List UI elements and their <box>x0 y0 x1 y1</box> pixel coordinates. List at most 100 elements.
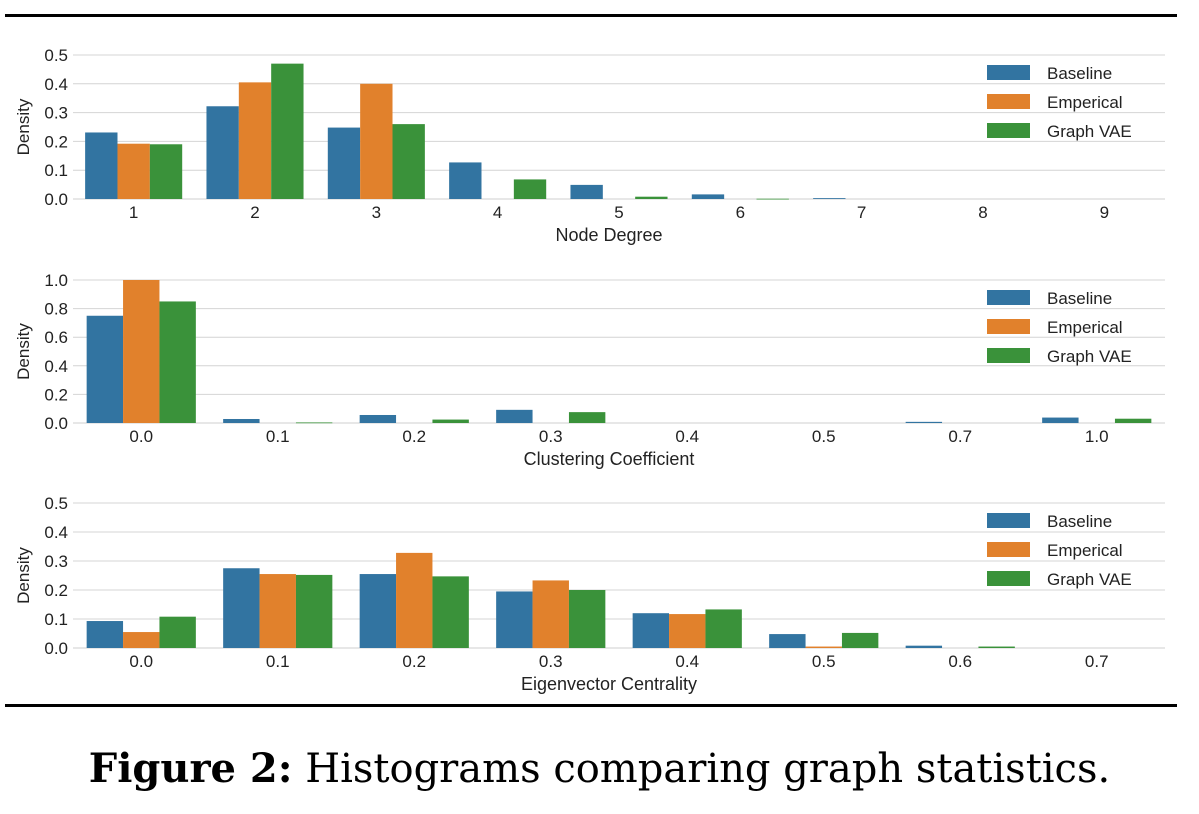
bar <box>396 552 433 648</box>
bar <box>223 418 260 423</box>
x-tick-label: 0.0 <box>129 427 153 446</box>
legend-label: Emperical <box>1047 318 1123 337</box>
x-tick-label: 3 <box>372 203 381 222</box>
bar <box>259 574 296 648</box>
legend-swatch <box>987 571 1030 586</box>
bar <box>432 576 469 648</box>
legend-label: Emperical <box>1047 93 1123 112</box>
x-tick-label: 2 <box>250 203 259 222</box>
y-axis-label: Density <box>14 323 33 380</box>
bar <box>841 632 879 648</box>
bar <box>86 315 124 423</box>
x-tick-label: 8 <box>978 203 987 222</box>
x-tick-label: 4 <box>493 203 502 222</box>
x-axis-label: Eigenvector Centrality <box>521 674 697 694</box>
y-tick-label: 0.4 <box>44 357 68 376</box>
bar <box>360 83 393 199</box>
bar <box>159 616 196 648</box>
legend-label: Baseline <box>1047 64 1112 83</box>
bar <box>496 409 533 423</box>
y-tick-label: 0.5 <box>44 46 68 65</box>
x-tick-label: 9 <box>1100 203 1109 222</box>
y-tick-label: 0.2 <box>44 581 68 600</box>
bar <box>359 574 397 648</box>
y-tick-label: 0.1 <box>44 161 68 180</box>
bar <box>86 621 124 648</box>
x-tick-label: 5 <box>614 203 623 222</box>
x-tick-label: 0.4 <box>675 652 699 671</box>
chart-panel: 0.0 0.1 0.2 0.3 0.4 0.5 1 2 3 4 5 6 7 8 9 Node Degree De… <box>14 46 1165 245</box>
bar <box>359 414 397 423</box>
y-tick-label: 0.4 <box>44 523 68 542</box>
legend-swatch <box>987 319 1030 334</box>
bar <box>905 421 943 423</box>
caption-text: Histograms comparing graph statistics. <box>305 746 1111 792</box>
bar <box>513 179 547 199</box>
y-tick-label: 0.6 <box>44 328 68 347</box>
bar <box>978 646 1015 648</box>
bar <box>449 162 482 199</box>
legend-swatch <box>987 123 1030 138</box>
bar <box>532 580 569 648</box>
legend-swatch <box>987 348 1030 363</box>
y-tick-label: 0.2 <box>44 385 68 404</box>
y-tick-label: 0.8 <box>44 300 68 319</box>
y-tick-label: 1.0 <box>44 271 68 290</box>
x-tick-label: 0.6 <box>948 652 972 671</box>
chart-panel: 0.0 0.1 0.2 0.3 0.4 0.5 0.0 0.1 0.2 0.3 0.4 0.5 0.6 0… <box>14 494 1165 694</box>
x-tick-label: 0.2 <box>402 652 426 671</box>
bar <box>568 590 606 648</box>
bar <box>635 196 668 199</box>
y-tick-label: 0.5 <box>44 494 68 513</box>
y-tick-label: 0.2 <box>44 132 68 151</box>
bar <box>669 614 706 648</box>
legend-swatch <box>987 65 1030 80</box>
bar <box>1114 418 1152 423</box>
figure-caption: Figure 2: Histograms comparing graph sta… <box>0 745 1199 792</box>
legend-swatch <box>987 290 1030 305</box>
y-tick-label: 0.3 <box>44 552 68 571</box>
bar <box>705 609 742 648</box>
y-tick-label: 0.0 <box>44 414 68 433</box>
x-tick-label: 0.1 <box>266 652 290 671</box>
x-tick-label: 0.1 <box>266 427 290 446</box>
x-tick-label: 0.7 <box>948 427 972 446</box>
bar <box>756 198 789 200</box>
x-tick-label: 0.5 <box>812 427 836 446</box>
x-tick-label: 0.7 <box>1085 652 1109 671</box>
bar <box>769 634 806 648</box>
bar <box>271 63 304 199</box>
y-axis-label: Density <box>14 547 33 604</box>
bar <box>223 568 260 648</box>
bar <box>295 574 333 648</box>
bar <box>123 280 160 423</box>
legend-swatch <box>987 513 1030 528</box>
bar <box>295 422 333 424</box>
bar <box>159 301 196 423</box>
bar <box>805 646 842 648</box>
x-tick-label: 6 <box>736 203 745 222</box>
bar <box>570 184 603 199</box>
legend: Baseline Emperical Graph VAE <box>987 512 1132 589</box>
legend-swatch <box>987 94 1030 109</box>
x-tick-label: 7 <box>857 203 866 222</box>
x-tick-label: 0.2 <box>402 427 426 446</box>
bar <box>85 132 118 199</box>
y-tick-label: 0.4 <box>44 75 68 94</box>
bar <box>149 144 183 199</box>
legend-label: Baseline <box>1047 512 1112 531</box>
legend-label: Emperical <box>1047 541 1123 560</box>
top-rule <box>5 14 1177 17</box>
x-tick-label: 0.0 <box>129 652 153 671</box>
x-tick-label: 1 <box>129 203 138 222</box>
bar <box>327 127 361 199</box>
bar <box>632 613 670 648</box>
bar <box>432 419 469 423</box>
bar <box>905 645 943 648</box>
x-tick-label: 0.4 <box>675 427 699 446</box>
y-tick-label: 0.0 <box>44 190 68 209</box>
y-tick-label: 0.1 <box>44 610 68 629</box>
x-tick-label: 0.3 <box>539 427 563 446</box>
